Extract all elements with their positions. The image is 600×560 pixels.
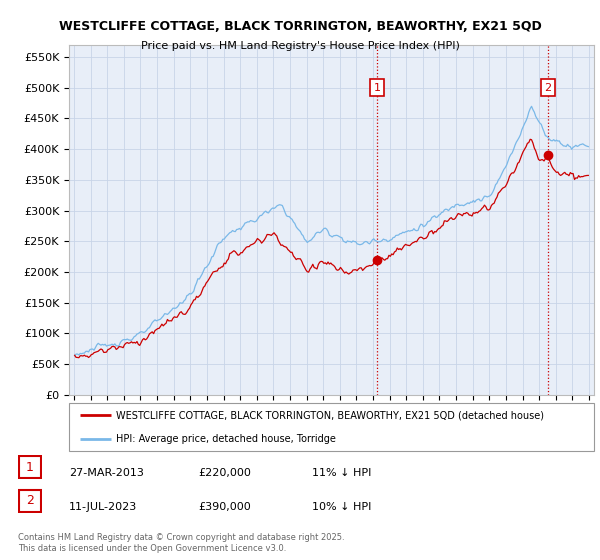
FancyBboxPatch shape — [69, 403, 594, 451]
FancyBboxPatch shape — [19, 489, 41, 512]
Text: 11% ↓ HPI: 11% ↓ HPI — [312, 468, 371, 478]
Text: HPI: Average price, detached house, Torridge: HPI: Average price, detached house, Torr… — [116, 434, 336, 444]
Text: 10% ↓ HPI: 10% ↓ HPI — [312, 502, 371, 512]
Text: WESTCLIFFE COTTAGE, BLACK TORRINGTON, BEAWORTHY, EX21 5QD (detached house): WESTCLIFFE COTTAGE, BLACK TORRINGTON, BE… — [116, 410, 544, 420]
Text: £390,000: £390,000 — [198, 502, 251, 512]
Text: 1: 1 — [26, 460, 34, 474]
Text: 1: 1 — [373, 83, 380, 93]
Text: WESTCLIFFE COTTAGE, BLACK TORRINGTON, BEAWORTHY, EX21 5QD: WESTCLIFFE COTTAGE, BLACK TORRINGTON, BE… — [59, 20, 541, 32]
Text: 2: 2 — [26, 494, 34, 507]
Text: 11-JUL-2023: 11-JUL-2023 — [69, 502, 137, 512]
Text: 2: 2 — [544, 83, 551, 93]
Text: 27-MAR-2013: 27-MAR-2013 — [69, 468, 144, 478]
Text: Contains HM Land Registry data © Crown copyright and database right 2025.
This d: Contains HM Land Registry data © Crown c… — [18, 533, 344, 553]
FancyBboxPatch shape — [19, 456, 41, 478]
Text: Price paid vs. HM Land Registry's House Price Index (HPI): Price paid vs. HM Land Registry's House … — [140, 41, 460, 51]
Text: £220,000: £220,000 — [198, 468, 251, 478]
